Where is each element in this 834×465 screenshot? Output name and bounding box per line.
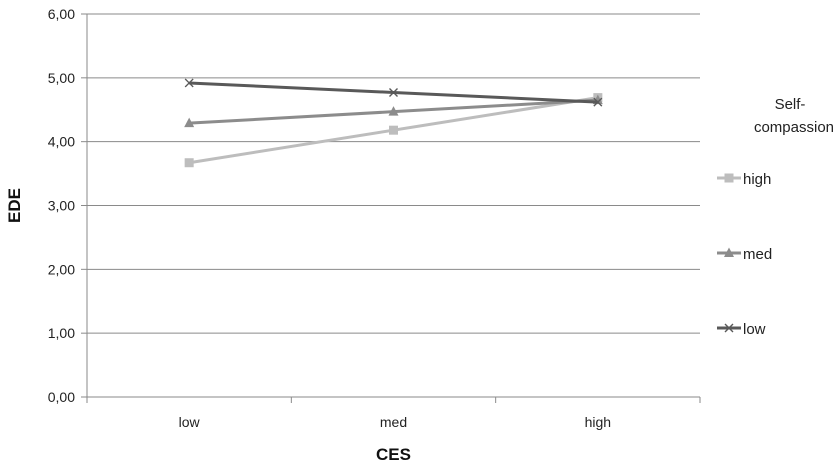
data-point-low bbox=[389, 88, 398, 98]
legend-swatch-marker bbox=[724, 247, 734, 257]
series-group bbox=[184, 78, 603, 168]
y-tick-label: 3,00 bbox=[48, 198, 75, 214]
y-tick-label: 0,00 bbox=[48, 389, 75, 405]
data-point-low bbox=[184, 78, 194, 88]
y-tick-labels: 0,00 1,00 2,00 3,00 4,00 5,00 6,00 bbox=[48, 6, 75, 405]
x-tick-label: low bbox=[179, 414, 201, 430]
legend-label: low bbox=[743, 321, 766, 338]
x-axis-title: CES bbox=[376, 445, 411, 464]
axes bbox=[81, 13, 701, 403]
x-tick-label: med bbox=[380, 414, 407, 430]
legend-entry-low: low bbox=[717, 321, 766, 338]
legend-swatch-marker bbox=[724, 323, 734, 333]
y-tick-label: 1,00 bbox=[48, 325, 75, 341]
data-point-high bbox=[389, 125, 398, 135]
data-point-low bbox=[593, 97, 603, 107]
legend-title-line-1: Self- bbox=[775, 96, 806, 113]
data-point-high bbox=[184, 158, 194, 168]
legend-label: high bbox=[743, 171, 771, 188]
y-tick-label: 6,00 bbox=[48, 6, 75, 22]
legend-entry-high: high bbox=[717, 171, 771, 188]
series-low bbox=[184, 78, 603, 107]
legend-entry-med: med bbox=[717, 246, 772, 263]
y-tick-label: 5,00 bbox=[48, 70, 75, 86]
legend-title-line-2: compassion bbox=[754, 119, 834, 136]
legend-swatch-marker bbox=[724, 173, 734, 183]
legend-label: med bbox=[743, 246, 772, 263]
gridlines bbox=[87, 13, 700, 334]
y-axis-title: EDE bbox=[5, 188, 24, 223]
legend: Self- compassion high med low bbox=[717, 96, 834, 338]
y-tick-label: 4,00 bbox=[48, 134, 75, 150]
x-tick-label: high bbox=[585, 414, 611, 430]
y-tick-label: 2,00 bbox=[48, 261, 75, 277]
data-point-med bbox=[184, 117, 195, 128]
data-point-med bbox=[388, 106, 399, 116]
x-tick-labels: low med high bbox=[179, 414, 611, 430]
